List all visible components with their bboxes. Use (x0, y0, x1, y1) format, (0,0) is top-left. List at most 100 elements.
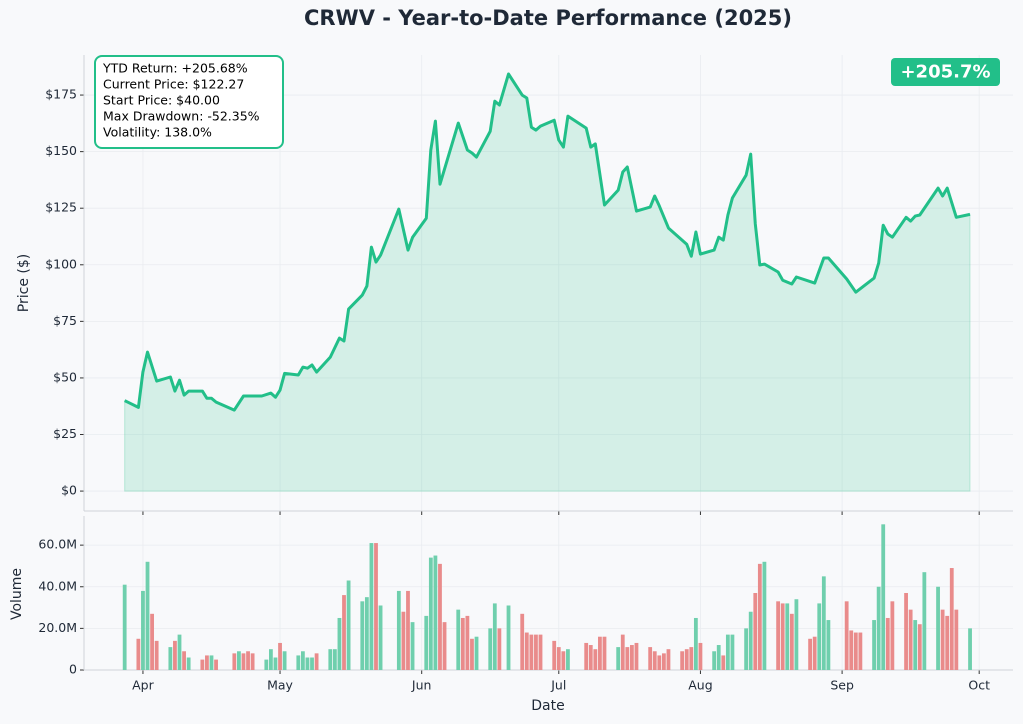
volume-bar (876, 586, 881, 670)
volume-bar (173, 640, 177, 670)
volume-bar (378, 605, 383, 670)
price-line (124, 72, 971, 412)
volume-bar (186, 657, 191, 670)
volume-bar (360, 601, 365, 670)
volume-bar (808, 638, 813, 670)
volume-bar (725, 634, 730, 670)
volume-bar (310, 657, 314, 670)
x-tick-label: Jul (550, 678, 566, 693)
volume-bar (460, 617, 465, 670)
volume-bar (789, 613, 794, 670)
volume-bar (844, 601, 849, 670)
volume-bar (492, 603, 497, 670)
volume-bar (534, 634, 538, 670)
volume-bar (364, 597, 369, 670)
y-tick-label: 0 (69, 662, 77, 677)
volume-bar (890, 601, 895, 670)
volume-bar (849, 630, 854, 670)
volume-bar (689, 647, 694, 670)
volume-bar (730, 634, 735, 670)
volume-bar (328, 649, 333, 670)
volume-bar (666, 649, 671, 670)
volume-bar (300, 651, 305, 670)
volume-bar (661, 653, 666, 670)
volume-bar (936, 586, 940, 670)
volume-bar (209, 655, 214, 670)
volume-bar (538, 634, 543, 670)
volume-bar (794, 599, 799, 670)
volume-bar (881, 524, 886, 670)
volume-bar (497, 628, 502, 670)
volume-bar (593, 649, 598, 670)
volume-bar (136, 638, 141, 670)
volume-bar (904, 593, 908, 670)
stats-line: Volatility: 138.0% (103, 125, 212, 140)
volume-bar (273, 657, 278, 670)
volume-bar (721, 655, 726, 670)
volume-bar (853, 632, 858, 670)
volume-bar (744, 628, 749, 670)
volume-bar (268, 649, 273, 670)
volume-bar (940, 609, 945, 670)
volume-bar (428, 557, 433, 670)
volume-bar (182, 651, 186, 670)
volume-bar (776, 601, 781, 670)
y-tick-label: $175 (45, 87, 77, 102)
volume-bar (177, 634, 182, 670)
volume-bar (620, 634, 625, 670)
volume-bar (698, 642, 703, 670)
y-axis-label: Price ($) (16, 254, 32, 312)
volume-bar (332, 649, 337, 670)
return-badge: +205.7% (900, 62, 990, 83)
volume-bar (396, 590, 401, 670)
volume-bar (470, 638, 474, 670)
volume-bar (410, 622, 415, 670)
volume-bar (616, 647, 621, 670)
volume-bar (762, 561, 767, 670)
volume-bar (780, 603, 785, 670)
stats-line: YTD Return: +205.68% (102, 61, 248, 76)
volume-bar (634, 642, 639, 670)
volume-bar (205, 655, 209, 670)
y-tick-label: $75 (53, 313, 77, 328)
volume-bar (337, 617, 342, 670)
x-axis-label: Date (531, 698, 564, 714)
volume-bar (821, 576, 826, 670)
volume-bar (433, 555, 438, 670)
volume-bar (753, 593, 758, 670)
volume-bar (913, 620, 918, 670)
y-tick-label: $150 (45, 143, 77, 158)
volume-bar (908, 609, 913, 670)
volume-bar (305, 657, 310, 670)
volume-bar (561, 651, 566, 670)
y-axis-label: Volume (9, 568, 25, 620)
volume-bar (598, 636, 602, 670)
volume-bar (757, 563, 762, 670)
volume-bar (922, 572, 927, 670)
volume-bar (968, 628, 972, 670)
y-tick-label: 40.0M (38, 578, 77, 593)
stats-line: Start Price: $40.00 (103, 93, 220, 108)
y-tick-label: 60.0M (38, 537, 77, 552)
volume-bar (314, 653, 319, 670)
volume-bar (584, 642, 589, 670)
volume-bar (817, 603, 822, 670)
volume-bar (529, 634, 534, 670)
chart-title: CRWV - Year-to-Date Performance (2025) (304, 6, 792, 30)
y-tick-label: $50 (53, 369, 77, 384)
volume-bar (506, 605, 511, 670)
y-tick-label: 20.0M (38, 620, 77, 635)
volume-bar (716, 645, 721, 670)
volume-bar (748, 611, 753, 670)
volume-bar (406, 590, 410, 670)
volume-bar (346, 580, 351, 670)
volume-bar (872, 620, 876, 670)
volume-bar (232, 653, 237, 670)
volume-bar (168, 647, 173, 670)
volume-bar (442, 622, 447, 670)
volume-bar (250, 653, 255, 670)
x-tick-label: Jun (411, 678, 432, 693)
volume-bar (520, 613, 525, 670)
y-tick-label: $0 (61, 483, 77, 498)
volume-bar (648, 647, 653, 670)
